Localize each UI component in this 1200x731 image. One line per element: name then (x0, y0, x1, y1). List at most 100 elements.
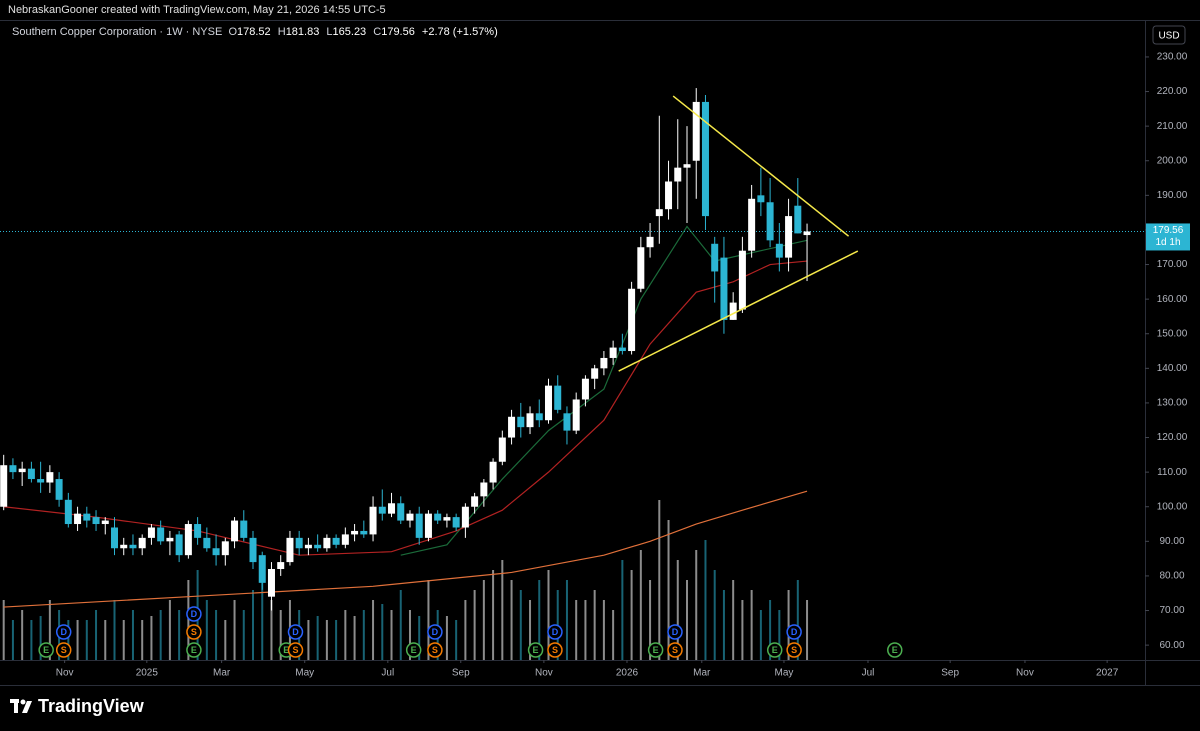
candle-body (609, 347, 617, 358)
volume-bar (11, 620, 14, 660)
volume-bar (48, 600, 51, 660)
volume-bar (408, 610, 411, 660)
x-tick-label: Nov (56, 668, 74, 679)
volume-bar (501, 560, 504, 660)
volume-bar (335, 620, 338, 660)
volume-bar (464, 600, 467, 660)
y-tick-label: 90.00 (1159, 536, 1184, 547)
volume-bar (104, 620, 107, 660)
volume-bar (252, 590, 255, 660)
candle-body (683, 164, 691, 168)
candle-body (360, 530, 368, 535)
candle-body (332, 537, 340, 545)
volume-bar (676, 560, 679, 660)
trendline (618, 250, 859, 372)
candle-body (628, 288, 636, 352)
candle-body (775, 243, 783, 258)
event-marker (766, 642, 783, 658)
candle-body (563, 413, 571, 431)
candle-body (794, 205, 802, 234)
event-marker (186, 624, 202, 640)
volume-bar (455, 620, 458, 660)
event-marker (786, 642, 802, 658)
y-tick-label: 150.00 (1157, 328, 1188, 339)
volume-bar (418, 616, 421, 660)
y-tick-label: 130.00 (1157, 398, 1188, 409)
event-marker (667, 642, 683, 658)
candle-body (434, 513, 442, 521)
volume-bar (381, 604, 384, 660)
volume-bar (529, 600, 532, 660)
volume-bar (159, 610, 162, 660)
volume-bar (224, 620, 227, 660)
candle-body (544, 385, 552, 421)
volume-bar (372, 600, 375, 660)
currency: USD (1158, 31, 1179, 42)
brand-name: TradingView (38, 696, 144, 716)
event-marker (55, 624, 72, 640)
volume-bar (482, 580, 485, 660)
event-marker (287, 642, 304, 658)
event-label: S (672, 645, 678, 655)
ohlc-value: 179.56 (381, 26, 415, 38)
candle-body (674, 167, 682, 182)
event-marker (405, 642, 422, 658)
candle-body (803, 231, 811, 236)
volume-bar (602, 600, 605, 660)
y-tick-label: 60.00 (1159, 640, 1184, 651)
volume-bar (612, 610, 615, 660)
volume-bar (427, 580, 430, 660)
candle-body (415, 513, 423, 538)
event-label: D (672, 627, 679, 637)
ohlc-label: L (326, 26, 333, 38)
volume-bar (704, 540, 707, 660)
x-tick-label: Mar (213, 668, 231, 679)
volume-bar (113, 600, 116, 660)
volume-bar (261, 580, 264, 660)
volume-bar (215, 610, 218, 660)
candle-body (655, 209, 663, 217)
candle-body (194, 524, 202, 538)
volume-bar (510, 580, 513, 660)
event-label: E (653, 645, 659, 655)
candle-body (295, 537, 303, 549)
candle-body (535, 413, 543, 421)
volume-bar (307, 620, 310, 660)
candle-body (517, 416, 525, 428)
footer: TradingView (0, 686, 1200, 731)
ohlc-label: H (277, 26, 286, 38)
event-label: E (772, 645, 778, 655)
volume-bar (649, 580, 652, 660)
ohlc-label: C (373, 26, 382, 38)
candle-body (757, 195, 765, 203)
candle-body (572, 399, 580, 431)
event-marker (527, 642, 544, 658)
volume-bar (168, 600, 171, 660)
volume-bar (122, 620, 125, 660)
candle-body (508, 416, 516, 438)
event-marker (887, 642, 903, 658)
event-label: S (432, 645, 438, 655)
bar-countdown: 1d 1h (1155, 237, 1180, 248)
event-label: S (61, 645, 67, 655)
candle-body (323, 537, 331, 549)
candle-body (581, 378, 589, 400)
candle-body (83, 513, 91, 521)
candle-body (618, 347, 626, 352)
volume-bar (667, 520, 670, 660)
candle-body (203, 537, 211, 549)
volume-bar (279, 610, 282, 660)
volume-bar (85, 620, 88, 660)
volume-bar (445, 616, 448, 660)
candle-body (378, 506, 386, 514)
volume-bar (141, 620, 144, 660)
event-label: D (432, 627, 439, 637)
volume-bar (242, 610, 245, 660)
x-tick-label: 2025 (136, 668, 159, 679)
event-label: D (791, 627, 798, 637)
candle-body (692, 101, 700, 161)
x-tick-label: Sep (452, 668, 470, 679)
volume-bar (630, 570, 633, 660)
volume-bar (593, 590, 596, 660)
